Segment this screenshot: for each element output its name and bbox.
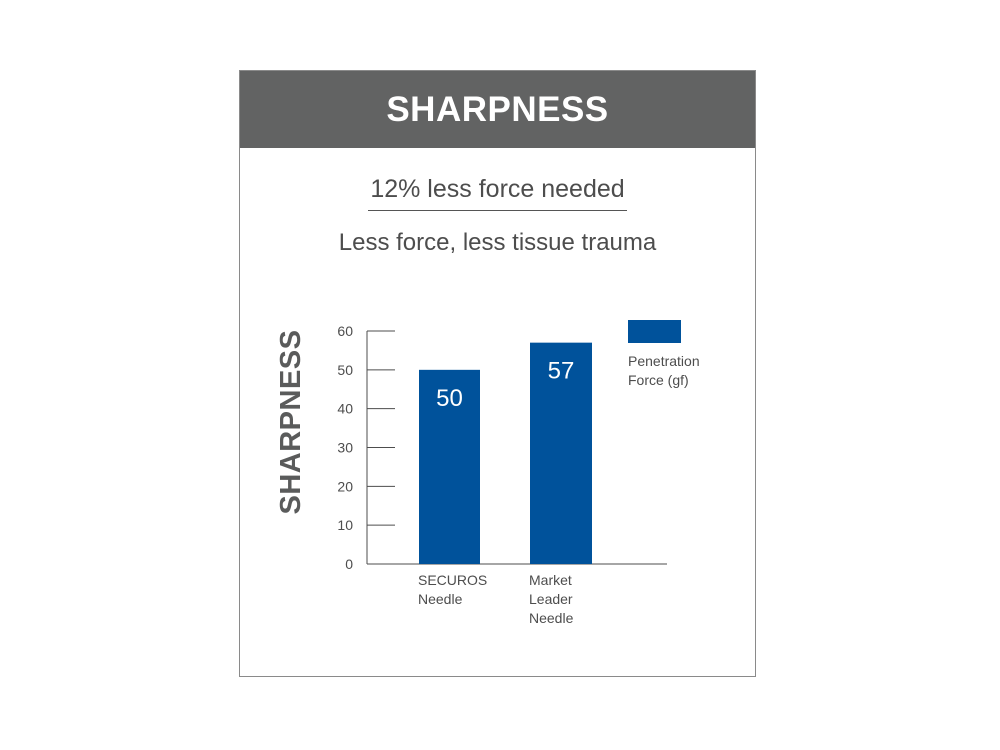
- y-tick-label: 30: [337, 440, 353, 456]
- bar: [530, 342, 592, 564]
- category-label: Market Leader Needle: [529, 572, 574, 626]
- bar-data-label: 50: [436, 385, 463, 412]
- category-label-line: Market: [529, 572, 572, 588]
- y-tick-label: 20: [337, 478, 353, 494]
- subhead: Less force, less tissue trauma: [338, 229, 657, 256]
- headline-text: 12% less force needed: [368, 175, 627, 211]
- legend-label: Penetration Force (gf): [628, 353, 700, 388]
- bar-data-label: 57: [548, 358, 575, 385]
- card-header: SHARPNESS: [240, 71, 755, 148]
- header-title: SHARPNESS: [386, 89, 609, 129]
- legend-label-line: Force (gf): [628, 372, 689, 388]
- legend-swatch: [628, 320, 681, 343]
- category-label-line: Leader: [529, 591, 573, 607]
- bar: [419, 369, 480, 564]
- y-tick-label: 10: [337, 517, 353, 533]
- y-tick-label: 60: [337, 323, 353, 339]
- category-label-line: SECUROS: [418, 572, 487, 588]
- headline: 12% less force needed: [240, 175, 755, 211]
- y-tick-label: 0: [345, 556, 353, 572]
- category-label-line: Needle: [418, 591, 463, 607]
- y-axis-title: SHARPNESS: [275, 330, 307, 515]
- legend-label-line: Penetration: [628, 353, 700, 369]
- y-tick-label: 50: [337, 362, 353, 378]
- category-label-line: Needle: [529, 610, 574, 626]
- category-label: SECUROS Needle: [418, 572, 487, 607]
- y-tick-label: 40: [337, 401, 353, 417]
- sharpness-card: SHARPNESS 12% less force needed Less for…: [239, 70, 756, 677]
